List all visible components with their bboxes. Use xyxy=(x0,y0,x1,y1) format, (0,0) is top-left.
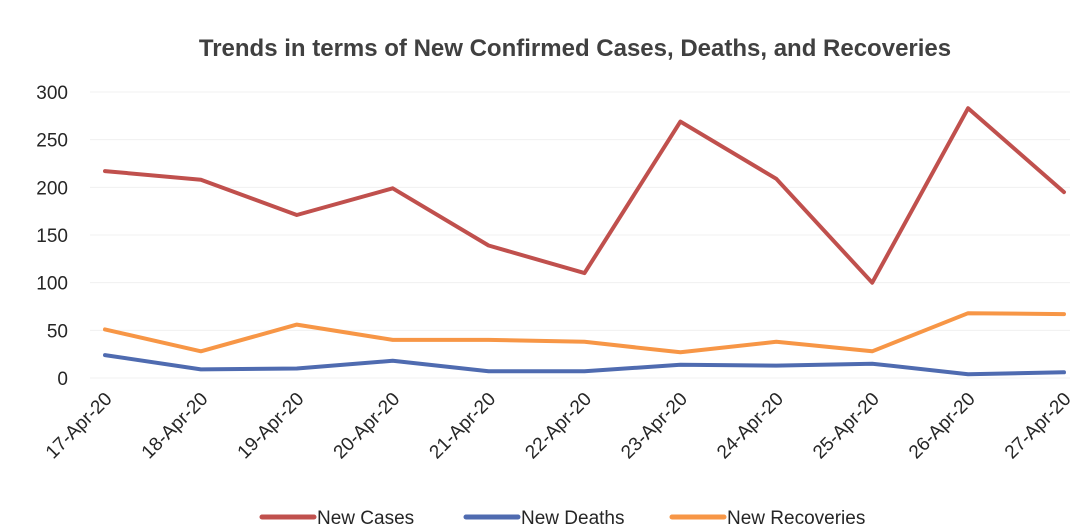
y-tick-label: 50 xyxy=(47,321,68,342)
x-tick-label: 18-Apr-20 xyxy=(138,389,213,464)
legend-label: New Deaths xyxy=(521,508,625,528)
legend-label: New Recoveries xyxy=(727,508,865,528)
legend-item-new-cases: New Cases xyxy=(259,508,414,528)
x-tick-label: 24-Apr-20 xyxy=(713,389,788,464)
gridlines xyxy=(90,91,1070,379)
x-tick-label: 21-Apr-20 xyxy=(426,389,501,464)
y-tick-label: 150 xyxy=(36,226,68,247)
series-line-new-deaths xyxy=(103,353,1066,377)
y-tick-label: 250 xyxy=(36,131,68,152)
x-tick-label: 27-Apr-20 xyxy=(1001,389,1076,464)
series-line-new-cases xyxy=(103,106,1066,285)
y-tick-label: 0 xyxy=(57,369,68,390)
y-axis-ticks: 0 50 100 150 200 250 300 xyxy=(36,83,68,390)
x-tick-label: 26-Apr-20 xyxy=(905,389,980,464)
y-tick-label: 100 xyxy=(36,274,68,295)
x-axis-ticks: 17-Apr-20 18-Apr-20 19-Apr-20 20-Apr-20 21-A… xyxy=(42,389,1076,464)
y-tick-label: 200 xyxy=(36,178,68,199)
legend-item-new-recoveries: New Recoveries xyxy=(669,508,865,528)
x-tick-label: 19-Apr-20 xyxy=(234,389,309,464)
legend-item-new-deaths: New Deaths xyxy=(463,508,625,528)
legend: New Cases New Deaths New Recoveries xyxy=(259,508,865,528)
series-line-new-recoveries xyxy=(103,311,1066,355)
series-lines xyxy=(103,106,1066,377)
chart-title: Trends in terms of New Confirmed Cases, … xyxy=(199,35,951,62)
x-tick-label: 25-Apr-20 xyxy=(809,389,884,464)
x-tick-label: 22-Apr-20 xyxy=(521,389,596,464)
legend-label: New Cases xyxy=(317,508,414,528)
x-tick-label: 17-Apr-20 xyxy=(42,389,117,464)
x-tick-label: 20-Apr-20 xyxy=(330,389,405,464)
x-tick-label: 23-Apr-20 xyxy=(617,389,692,464)
y-tick-label: 300 xyxy=(36,83,68,104)
